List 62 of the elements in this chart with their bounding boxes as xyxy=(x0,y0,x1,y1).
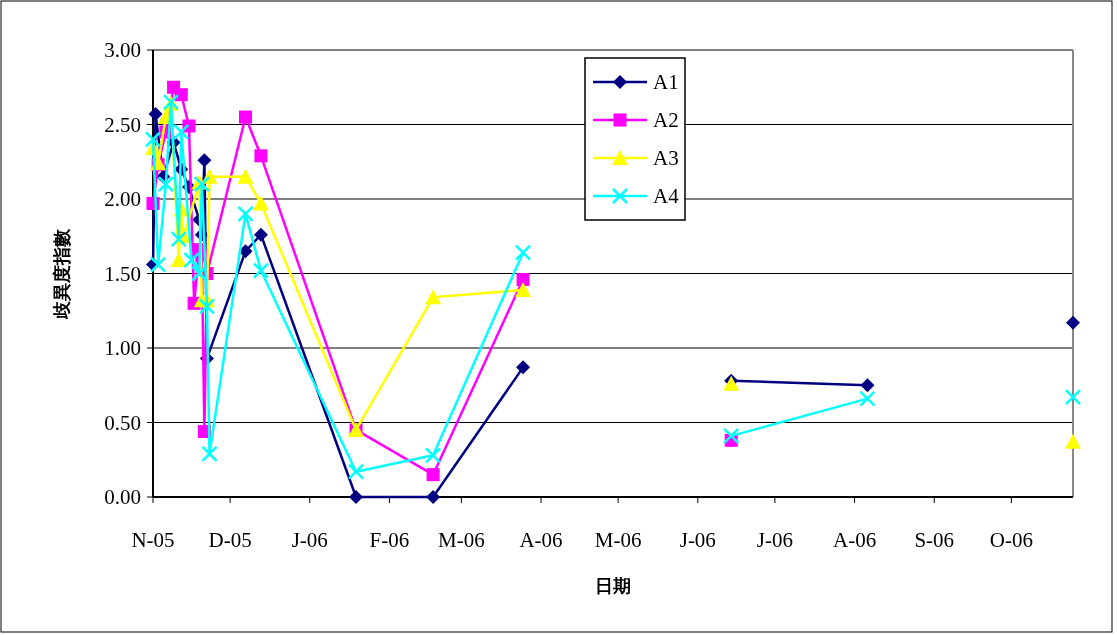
y-tick-label: 2.00 xyxy=(104,187,141,211)
x-tick-label: O-06 xyxy=(989,528,1033,552)
point xyxy=(149,256,167,273)
point xyxy=(254,149,268,163)
point xyxy=(252,262,270,279)
x-tick-label: M-06 xyxy=(594,528,642,552)
legend-label: A4 xyxy=(653,184,680,208)
point xyxy=(253,227,268,242)
point xyxy=(170,252,187,268)
point xyxy=(516,272,530,286)
point xyxy=(514,244,532,261)
legend-label: A1 xyxy=(653,70,679,94)
x-tick-label: S-06 xyxy=(914,528,955,552)
x-tick-label: A-06 xyxy=(832,528,877,552)
x-tick-label: D-05 xyxy=(208,528,252,552)
point xyxy=(1064,388,1082,406)
x-tick-label: A-06 xyxy=(519,528,563,552)
point xyxy=(238,244,253,259)
point xyxy=(515,281,532,297)
point xyxy=(239,110,253,124)
x-tick-label: J-06 xyxy=(756,528,793,552)
x-tick-label: J-06 xyxy=(291,528,328,552)
point xyxy=(237,205,254,223)
point xyxy=(426,490,441,504)
point xyxy=(157,175,175,193)
point xyxy=(173,123,190,141)
point xyxy=(197,153,212,168)
y-tick-label: 1.50 xyxy=(104,261,141,286)
x-axis-title: 日期 xyxy=(595,575,631,596)
point xyxy=(191,265,208,282)
point xyxy=(859,390,876,407)
point xyxy=(183,251,200,269)
point xyxy=(425,289,442,305)
y-tick-label: 1.00 xyxy=(104,336,141,360)
point xyxy=(252,195,269,211)
x-tick-label: J-06 xyxy=(679,528,716,552)
point xyxy=(516,360,531,375)
y-axis-title: 歧異度指數 xyxy=(51,227,72,320)
point xyxy=(1066,315,1080,330)
y-tick-label: 0.00 xyxy=(104,485,141,509)
point xyxy=(347,463,365,480)
y-tick-label: 2.50 xyxy=(104,112,141,137)
point xyxy=(170,230,187,248)
point xyxy=(198,298,216,315)
x-tick-label: N-05 xyxy=(131,528,175,552)
point xyxy=(174,88,188,102)
y-tick-label: 3.00 xyxy=(104,38,141,62)
point xyxy=(860,378,875,393)
point xyxy=(424,447,442,464)
y-tick-label: 0.50 xyxy=(104,410,141,435)
point xyxy=(349,490,364,504)
point xyxy=(722,427,740,445)
point xyxy=(144,131,162,148)
point xyxy=(237,168,254,184)
x-tick-label: M-06 xyxy=(438,528,485,552)
x-tick-label: F-06 xyxy=(369,528,410,552)
point xyxy=(148,107,163,122)
legend-label: A2 xyxy=(653,108,679,132)
point xyxy=(1065,433,1081,449)
point xyxy=(426,468,440,482)
legend-label: A3 xyxy=(653,146,679,170)
point xyxy=(201,445,218,463)
